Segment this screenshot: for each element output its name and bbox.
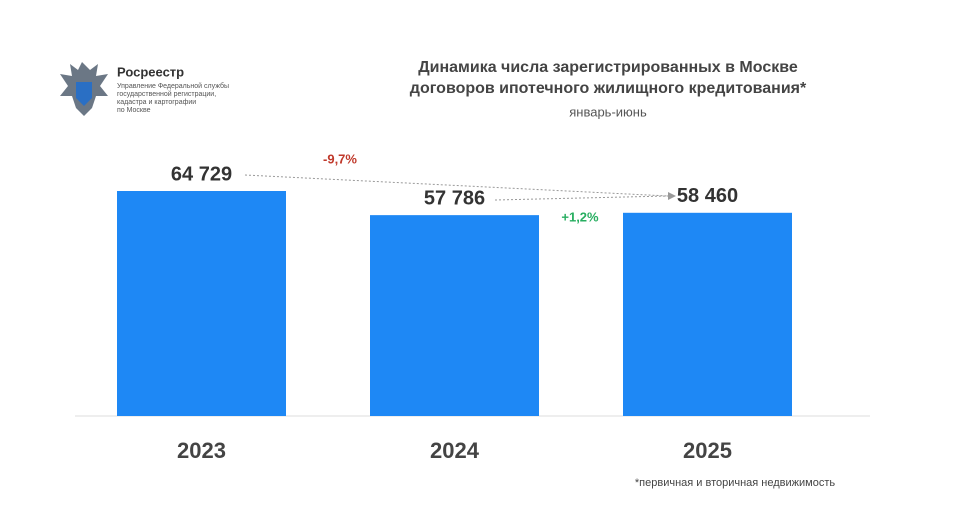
logo-name: Росреестр — [117, 64, 184, 79]
bar — [370, 215, 539, 416]
x-tick-label: 2023 — [177, 438, 226, 463]
annotation: -9,7% — [323, 151, 357, 166]
logo-subtitle: Управление Федеральной службы — [117, 82, 229, 90]
logo-subtitle: по Москве — [117, 107, 151, 114]
emblem-shield — [76, 82, 92, 106]
logo-subtitle: кадастра и картографии — [117, 99, 196, 106]
x-tick-label: 2025 — [683, 438, 732, 463]
arrow-head — [668, 192, 676, 200]
chart-subtitle: январь-июнь — [569, 104, 647, 119]
value-label: 64 729 — [171, 163, 232, 185]
arrow — [244, 174, 669, 197]
logo-subtitle: государственной регистрации, — [117, 90, 216, 98]
footnote: *первичная и вторичная недвижимость — [635, 477, 836, 489]
bar — [623, 212, 792, 416]
chart-title: Динамика числа зарегистрированных в Моск… — [418, 59, 798, 76]
value-label: 57 786 — [424, 187, 485, 209]
value-label: 58 460 — [677, 185, 738, 207]
arrow — [494, 195, 669, 201]
x-tick-label: 2024 — [430, 438, 480, 463]
chart-title: договоров ипотечного жилищного кредитова… — [410, 80, 807, 97]
annotation: +1,2% — [561, 209, 599, 224]
logo: Росреестр Управление Федеральной службы … — [60, 62, 229, 116]
bar — [117, 191, 286, 416]
